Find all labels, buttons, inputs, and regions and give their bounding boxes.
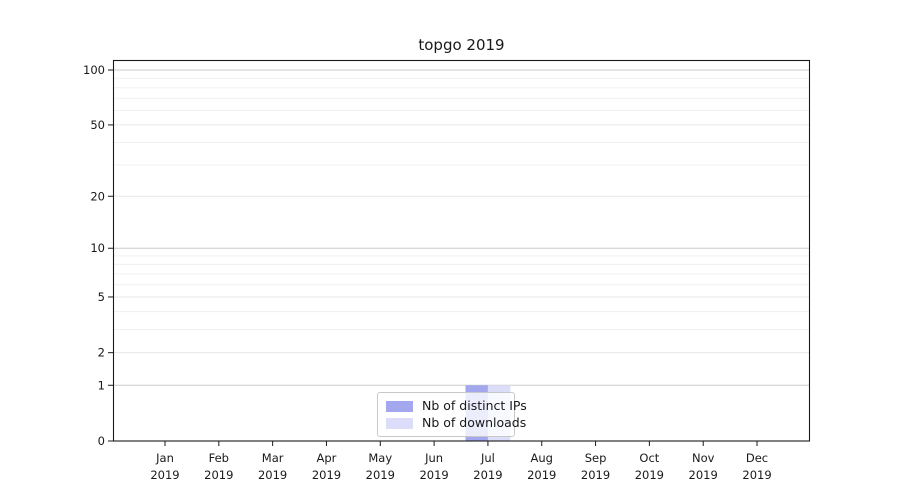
x-tick-label-month: Apr: [317, 451, 337, 465]
x-tick-label-month: May: [368, 451, 392, 465]
x-tick-label-month: Jun: [424, 451, 443, 465]
x-tick-label-year: 2019: [419, 468, 448, 482]
y-tick-label: 0: [98, 434, 105, 448]
x-tick-label-year: 2019: [581, 468, 610, 482]
x-tick-label-year: 2019: [473, 468, 502, 482]
legend: Nb of distinct IPs Nb of downloads: [377, 392, 527, 437]
x-tick-label-month: Nov: [692, 451, 715, 465]
y-tick-label: 20: [90, 189, 105, 203]
x-tick-label-month: Jan: [155, 451, 174, 465]
distinct-ips-swatch-icon: [386, 400, 413, 412]
x-tick-label-month: Oct: [639, 451, 659, 465]
x-tick-label-year: 2019: [689, 468, 718, 482]
x-tick-label-year: 2019: [635, 468, 664, 482]
x-tick-label-month: Dec: [746, 451, 768, 465]
legend-entry-downloads: Nb of downloads: [386, 416, 526, 430]
legend-label-distinct-ips: Nb of distinct IPs: [422, 398, 527, 413]
x-tick-label-month: Jul: [480, 451, 495, 465]
y-tick-label: 10: [90, 241, 105, 255]
downloads-swatch-icon: [386, 417, 413, 429]
y-tick-label: 2: [98, 346, 105, 360]
x-tick-label-month: Mar: [262, 451, 284, 465]
x-tick-label-year: 2019: [366, 468, 395, 482]
x-tick-label-year: 2019: [312, 468, 341, 482]
legend-entry-distinct-ips: Nb of distinct IPs: [386, 399, 527, 413]
y-tick-label: 50: [90, 118, 105, 132]
chart-title: topgo 2019: [418, 36, 505, 54]
y-tick-label: 5: [98, 290, 105, 304]
x-tick-label-month: Feb: [209, 451, 229, 465]
y-tick-label: 1: [98, 378, 105, 392]
x-tick-label-year: 2019: [527, 468, 556, 482]
plot-border: [112, 59, 811, 442]
x-tick-label-year: 2019: [742, 468, 771, 482]
x-tick-label-month: Aug: [531, 451, 553, 465]
x-tick-label-year: 2019: [150, 468, 179, 482]
x-tick-label-year: 2019: [258, 468, 287, 482]
y-tick-label: 100: [83, 63, 105, 77]
x-tick-label-year: 2019: [204, 468, 233, 482]
legend-label-downloads: Nb of downloads: [422, 415, 527, 430]
x-tick-label-month: Sep: [585, 451, 607, 465]
